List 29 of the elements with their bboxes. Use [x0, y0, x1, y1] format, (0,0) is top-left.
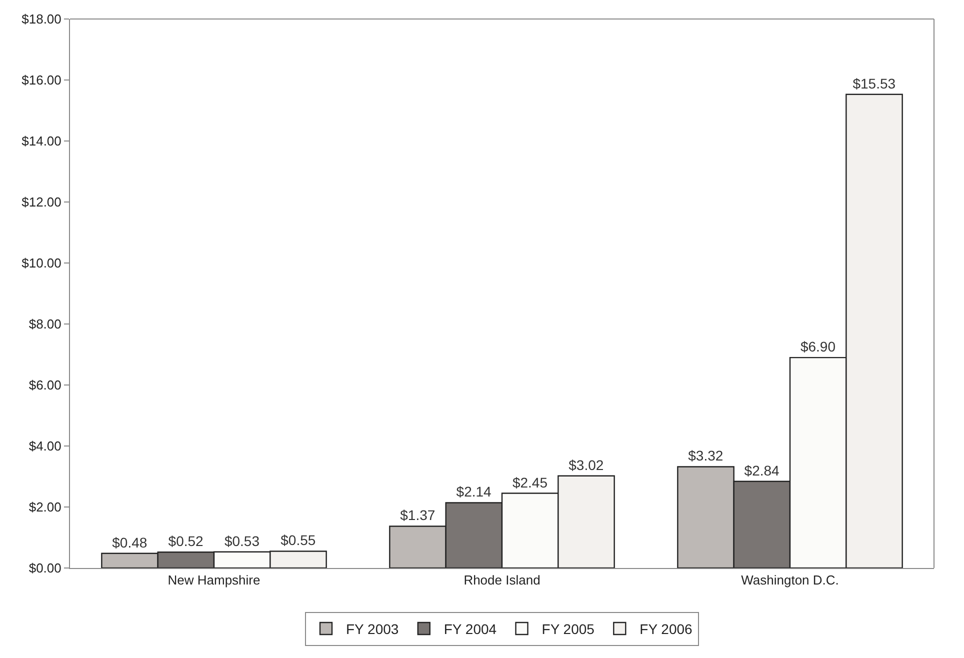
data-label: $1.37	[400, 507, 436, 524]
data-label: $2.14	[456, 484, 492, 500]
x-tick-label: Rhode Island	[464, 572, 540, 588]
y-tick-label: $4.00	[28, 438, 62, 454]
data-label: $6.90	[800, 338, 836, 355]
y-tick-label: $18.00	[22, 12, 62, 27]
data-label: $0.52	[168, 533, 204, 550]
y-tick-label: $8.00	[28, 316, 62, 332]
y-tick-label: $16.00	[22, 72, 62, 88]
x-tick-label: New Hampshire	[168, 572, 260, 588]
legend-label: FY 2005	[542, 620, 595, 637]
y-tick-label: $0.00	[28, 560, 62, 576]
x-tick-label: Washington D.C.	[741, 572, 839, 588]
data-label: $15.53	[852, 75, 896, 92]
data-label: $3.32	[688, 448, 724, 464]
legend-label: FY 2003	[346, 620, 399, 637]
y-tick-label: $6.00	[28, 378, 62, 393]
data-label: $0.55	[280, 532, 316, 548]
y-tick-label: $10.00	[22, 256, 62, 271]
y-tick-label: $2.00	[28, 500, 62, 515]
y-tick-label: $14.00	[22, 134, 62, 149]
data-label: $0.53	[224, 532, 260, 549]
legend-label: FY 2006	[640, 620, 693, 637]
data-label: $0.48	[112, 534, 148, 550]
y-tick-label: $12.00	[22, 194, 62, 210]
data-label: $2.84	[744, 462, 780, 478]
data-label: $3.02	[568, 456, 604, 473]
legend-label: FY 2004	[444, 620, 497, 637]
data-label: $2.45	[512, 474, 548, 490]
